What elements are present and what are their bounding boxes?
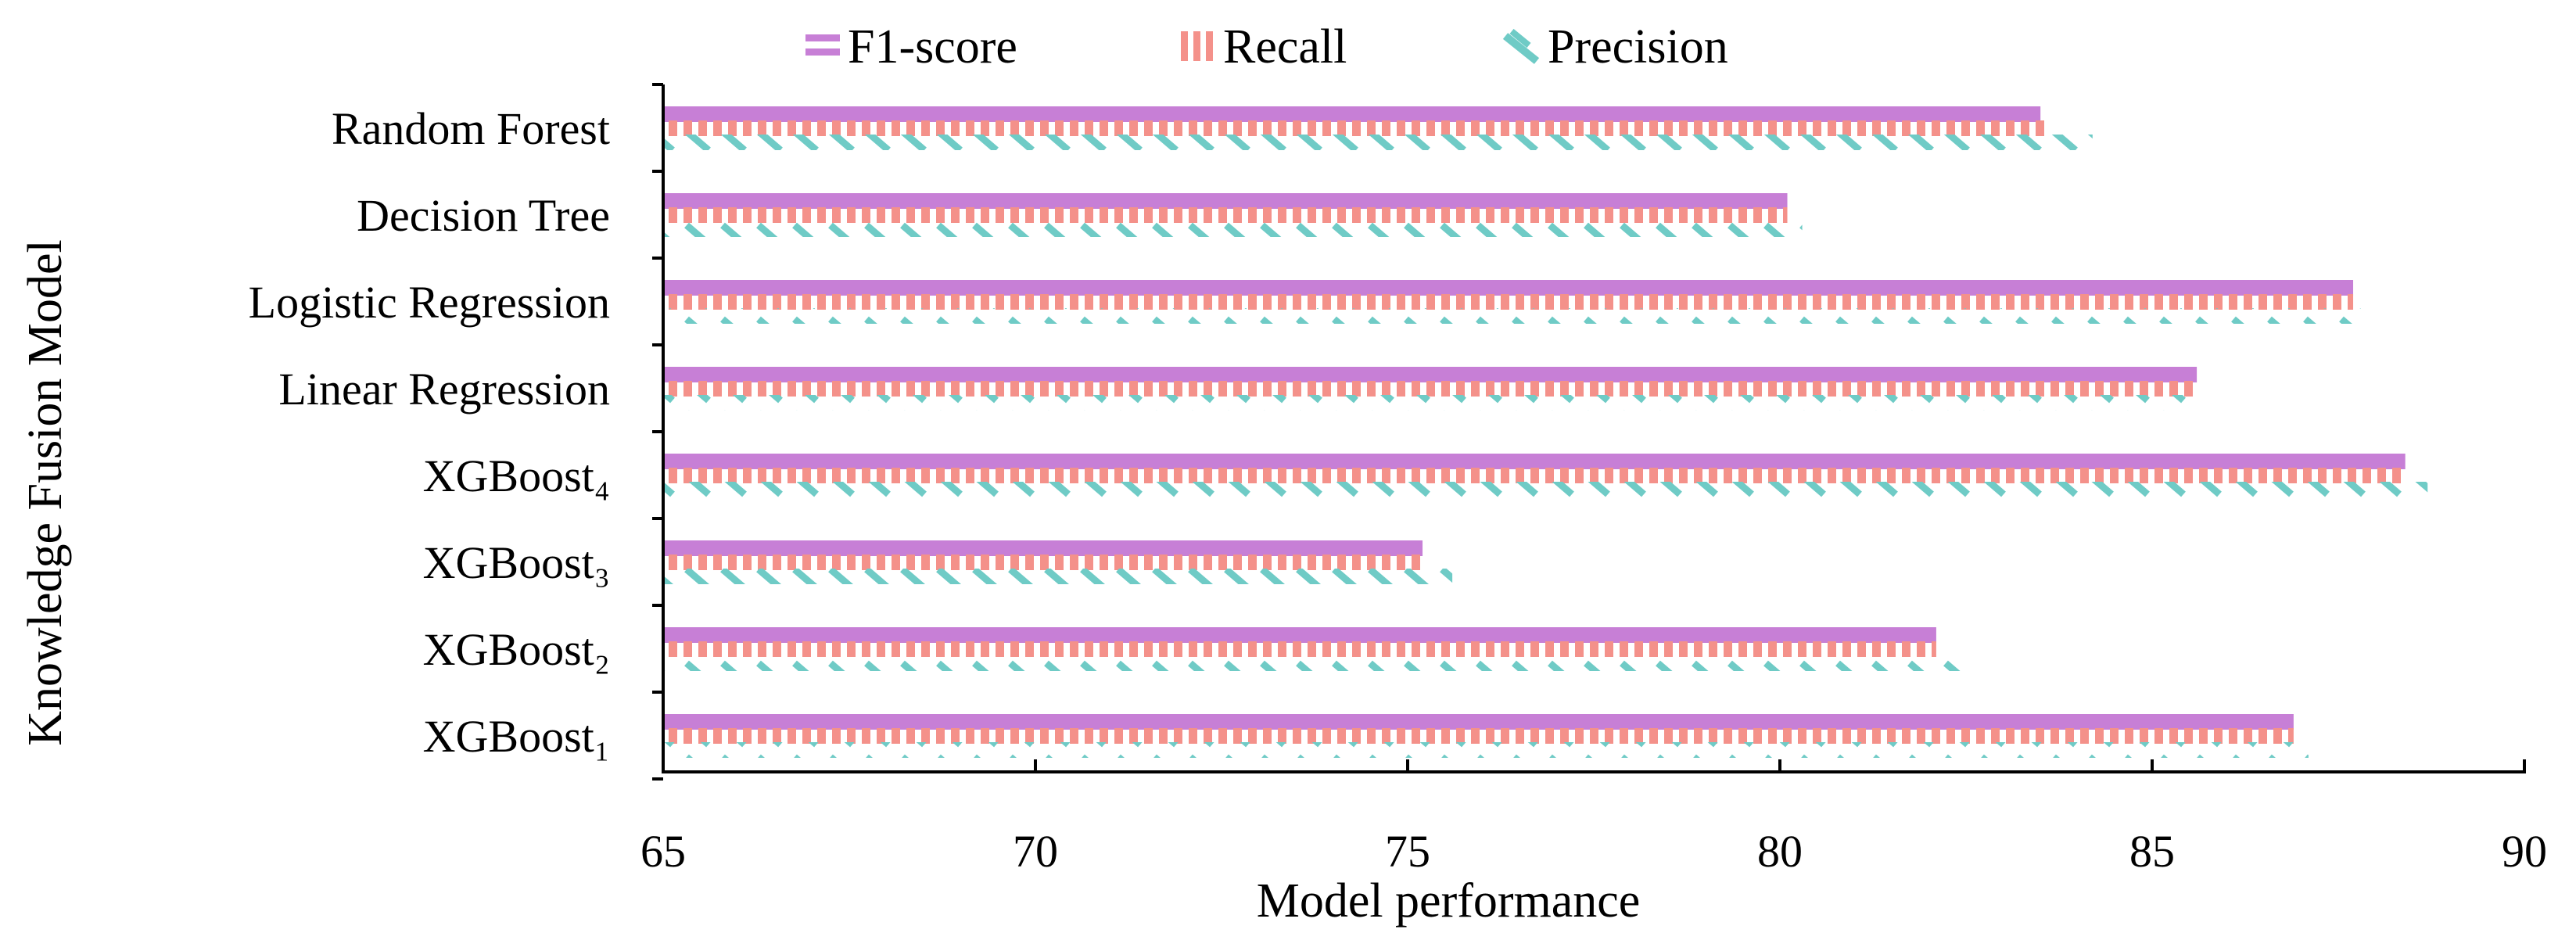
bar-precision-1 <box>663 221 1803 237</box>
bar-recall-7 <box>663 728 2294 744</box>
legend: F1-score Recall Precision <box>805 20 1728 74</box>
legend-label-recall: Recall <box>1223 20 1347 74</box>
legend-swatch-recall <box>1181 31 1213 61</box>
x-tick-label: 80 <box>1757 826 1803 877</box>
bar-precision-0 <box>663 135 2093 150</box>
category-label: XGBoost₂ <box>423 624 610 675</box>
bar-f1-score-2 <box>663 280 2354 296</box>
category-label: XGBoost₃ <box>423 537 610 588</box>
category-labels: Random Forest Decision Tree Logistic Regre… <box>249 103 610 762</box>
bar-recall-3 <box>663 381 2197 397</box>
x-axis-title: Model performance <box>1257 874 1641 928</box>
x-tick-label: 70 <box>1013 826 1058 877</box>
category-label: Decision Tree <box>357 190 610 241</box>
bar-recall-4 <box>663 468 2406 483</box>
category-label: XGBoost₁ <box>423 711 610 762</box>
bar-recall-2 <box>663 294 2354 310</box>
x-tick-label: 75 <box>1385 826 1430 877</box>
legend-label-precision: Precision <box>1548 20 1728 74</box>
x-tick-label: 85 <box>2129 826 2175 877</box>
bar-f1-score-7 <box>663 714 2294 730</box>
bar-f1-score-0 <box>663 106 2041 122</box>
axes <box>652 83 2526 781</box>
bar-f1-score-5 <box>663 540 1423 556</box>
x-tick-label: 90 <box>2502 826 2547 877</box>
y-axis-title: Knowledge Fusion Model <box>19 239 72 746</box>
bar-precision-2 <box>663 308 2361 324</box>
bar-precision-5 <box>663 569 1453 584</box>
bar-precision-6 <box>663 655 1974 671</box>
bar-recall-5 <box>663 554 1423 570</box>
bar-f1-score-6 <box>663 627 1936 643</box>
bar-recall-6 <box>663 641 1936 657</box>
category-label: XGBoost₄ <box>423 450 610 501</box>
bars-group <box>663 106 2428 758</box>
x-tick-label: 65 <box>640 826 686 877</box>
x-tick-labels: 65 70 75 80 85 90 <box>640 826 2547 877</box>
bar-f1-score-3 <box>663 367 2197 382</box>
legend-label-f1-score: F1-score <box>848 20 1017 74</box>
bar-recall-1 <box>663 207 1788 223</box>
bar-precision-4 <box>663 482 2428 497</box>
category-label: Linear Regression <box>278 364 610 414</box>
bar-recall-0 <box>663 120 2048 136</box>
legend-swatch-precision <box>1502 28 1540 64</box>
legend-swatch-f1-score <box>805 34 840 41</box>
category-label: Random Forest <box>332 103 610 154</box>
bar-f1-score-4 <box>663 454 2406 469</box>
bar-precision-3 <box>663 395 2197 411</box>
bar-precision-7 <box>663 742 2309 758</box>
category-label: Logistic Regression <box>249 277 610 328</box>
bar-f1-score-1 <box>663 193 1788 209</box>
legend-swatch-f1-score-b <box>805 48 840 56</box>
